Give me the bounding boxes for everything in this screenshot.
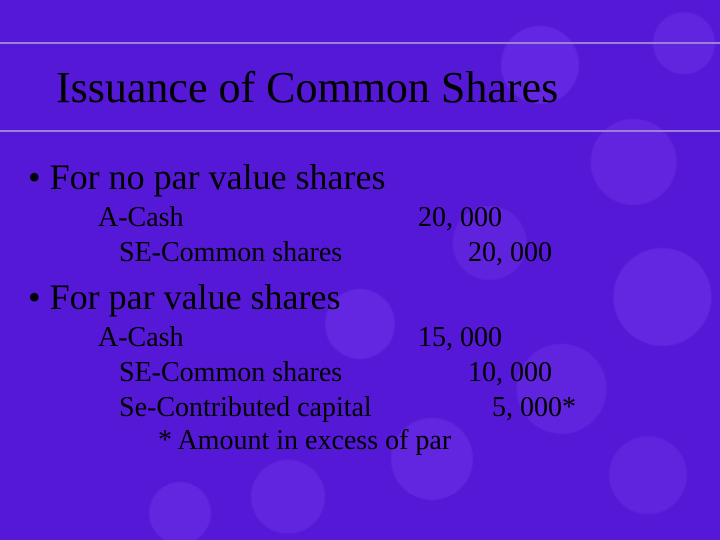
entry-label: Se-Contributed capital [98, 390, 478, 425]
bullet-no-par: For no par value shares [28, 156, 692, 198]
journal-entries-par: A-Cash 15, 000 SE-Common shares 10, 000 … [98, 320, 692, 425]
slide: Issuance of Common Shares For no par val… [0, 0, 720, 540]
entry-label: SE-Common shares [98, 235, 468, 270]
entry-row: SE-Common shares 20, 000 [98, 235, 692, 270]
entry-label: A-Cash [98, 200, 418, 235]
entry-row: A-Cash 15, 000 [98, 320, 692, 355]
journal-entries-no-par: A-Cash 20, 000 SE-Common shares 20, 000 [98, 200, 692, 270]
entry-label: SE-Common shares [98, 355, 468, 390]
bullet-par: For par value shares [28, 276, 692, 318]
entry-row: A-Cash 20, 000 [98, 200, 692, 235]
entry-label: A-Cash [98, 320, 418, 355]
entry-amount: 20, 000 [468, 235, 552, 270]
entry-amount: 15, 000 [418, 320, 502, 355]
footnote-excess-of-par: * Amount in excess of par [158, 425, 692, 457]
title-band: Issuance of Common Shares [0, 42, 720, 132]
entry-row: Se-Contributed capital 5, 000* [98, 390, 692, 425]
entry-amount: 10, 000 [468, 355, 552, 390]
slide-body: For no par value shares A-Cash 20, 000 S… [28, 150, 692, 457]
slide-content: Issuance of Common Shares For no par val… [0, 0, 720, 540]
entry-amount: 5, 000* [478, 390, 576, 425]
entry-row: SE-Common shares 10, 000 [98, 355, 692, 390]
entry-amount: 20, 000 [418, 200, 502, 235]
slide-title: Issuance of Common Shares [56, 62, 558, 113]
